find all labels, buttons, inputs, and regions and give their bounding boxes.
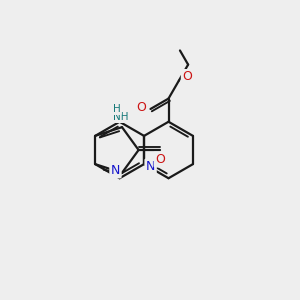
Text: O: O [155, 153, 165, 166]
Text: NH: NH [113, 112, 128, 122]
Text: O: O [136, 101, 146, 114]
Text: H: H [113, 104, 121, 114]
Text: N: N [146, 160, 155, 173]
Text: N: N [111, 164, 120, 177]
Text: O: O [182, 70, 192, 83]
